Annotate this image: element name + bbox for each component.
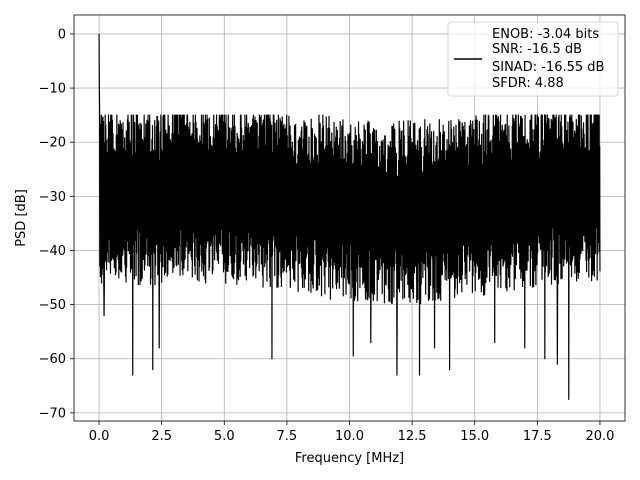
x-tick-label: 15.0 [460, 429, 489, 444]
x-tick-label: 0.0 [89, 429, 110, 444]
legend-entry-snr: SNR: -16.5 dB [492, 42, 582, 57]
y-tick-label: −60 [39, 352, 66, 367]
legend-box [447, 21, 619, 97]
x-tick-label: 5.0 [214, 429, 235, 444]
y-tick-label: −10 [39, 82, 66, 97]
legend-entry-enob: ENOB: -3.04 bits [492, 27, 599, 42]
psd-series-line [98, 33, 601, 400]
y-tick-label: −20 [39, 136, 66, 151]
y-axis: 0 −10 −20 −30 −40 −50 −60 −70 [39, 27, 74, 421]
y-tick-label: 0 [58, 27, 66, 42]
x-axis: 0.0 2.5 5.0 7.5 10.0 12.5 15.0 17.5 20.0 [89, 421, 614, 444]
series-layer [98, 33, 601, 400]
x-tick-label: 12.5 [398, 429, 427, 444]
x-tick-label: 2.5 [151, 429, 172, 444]
legend-entry-sfdr: SFDR: 4.88 [492, 76, 564, 91]
legend: ENOB: -3.04 bits SNR: -16.5 dB SINAD: -1… [447, 21, 619, 97]
y-axis-label: PSD [dB] [14, 189, 29, 247]
x-tick-label: 17.5 [523, 429, 552, 444]
y-tick-label: −70 [39, 406, 66, 421]
x-axis-label: Frequency [MHz] [295, 451, 404, 466]
y-tick-label: −50 [39, 298, 66, 313]
y-tick-label: −40 [39, 244, 66, 259]
x-tick-label: 10.0 [335, 429, 364, 444]
x-tick-label: 20.0 [585, 429, 614, 444]
y-tick-label: −30 [39, 190, 66, 205]
legend-entry-sinad: SINAD: -16.55 dB [492, 60, 604, 75]
x-tick-label: 7.5 [277, 429, 298, 444]
